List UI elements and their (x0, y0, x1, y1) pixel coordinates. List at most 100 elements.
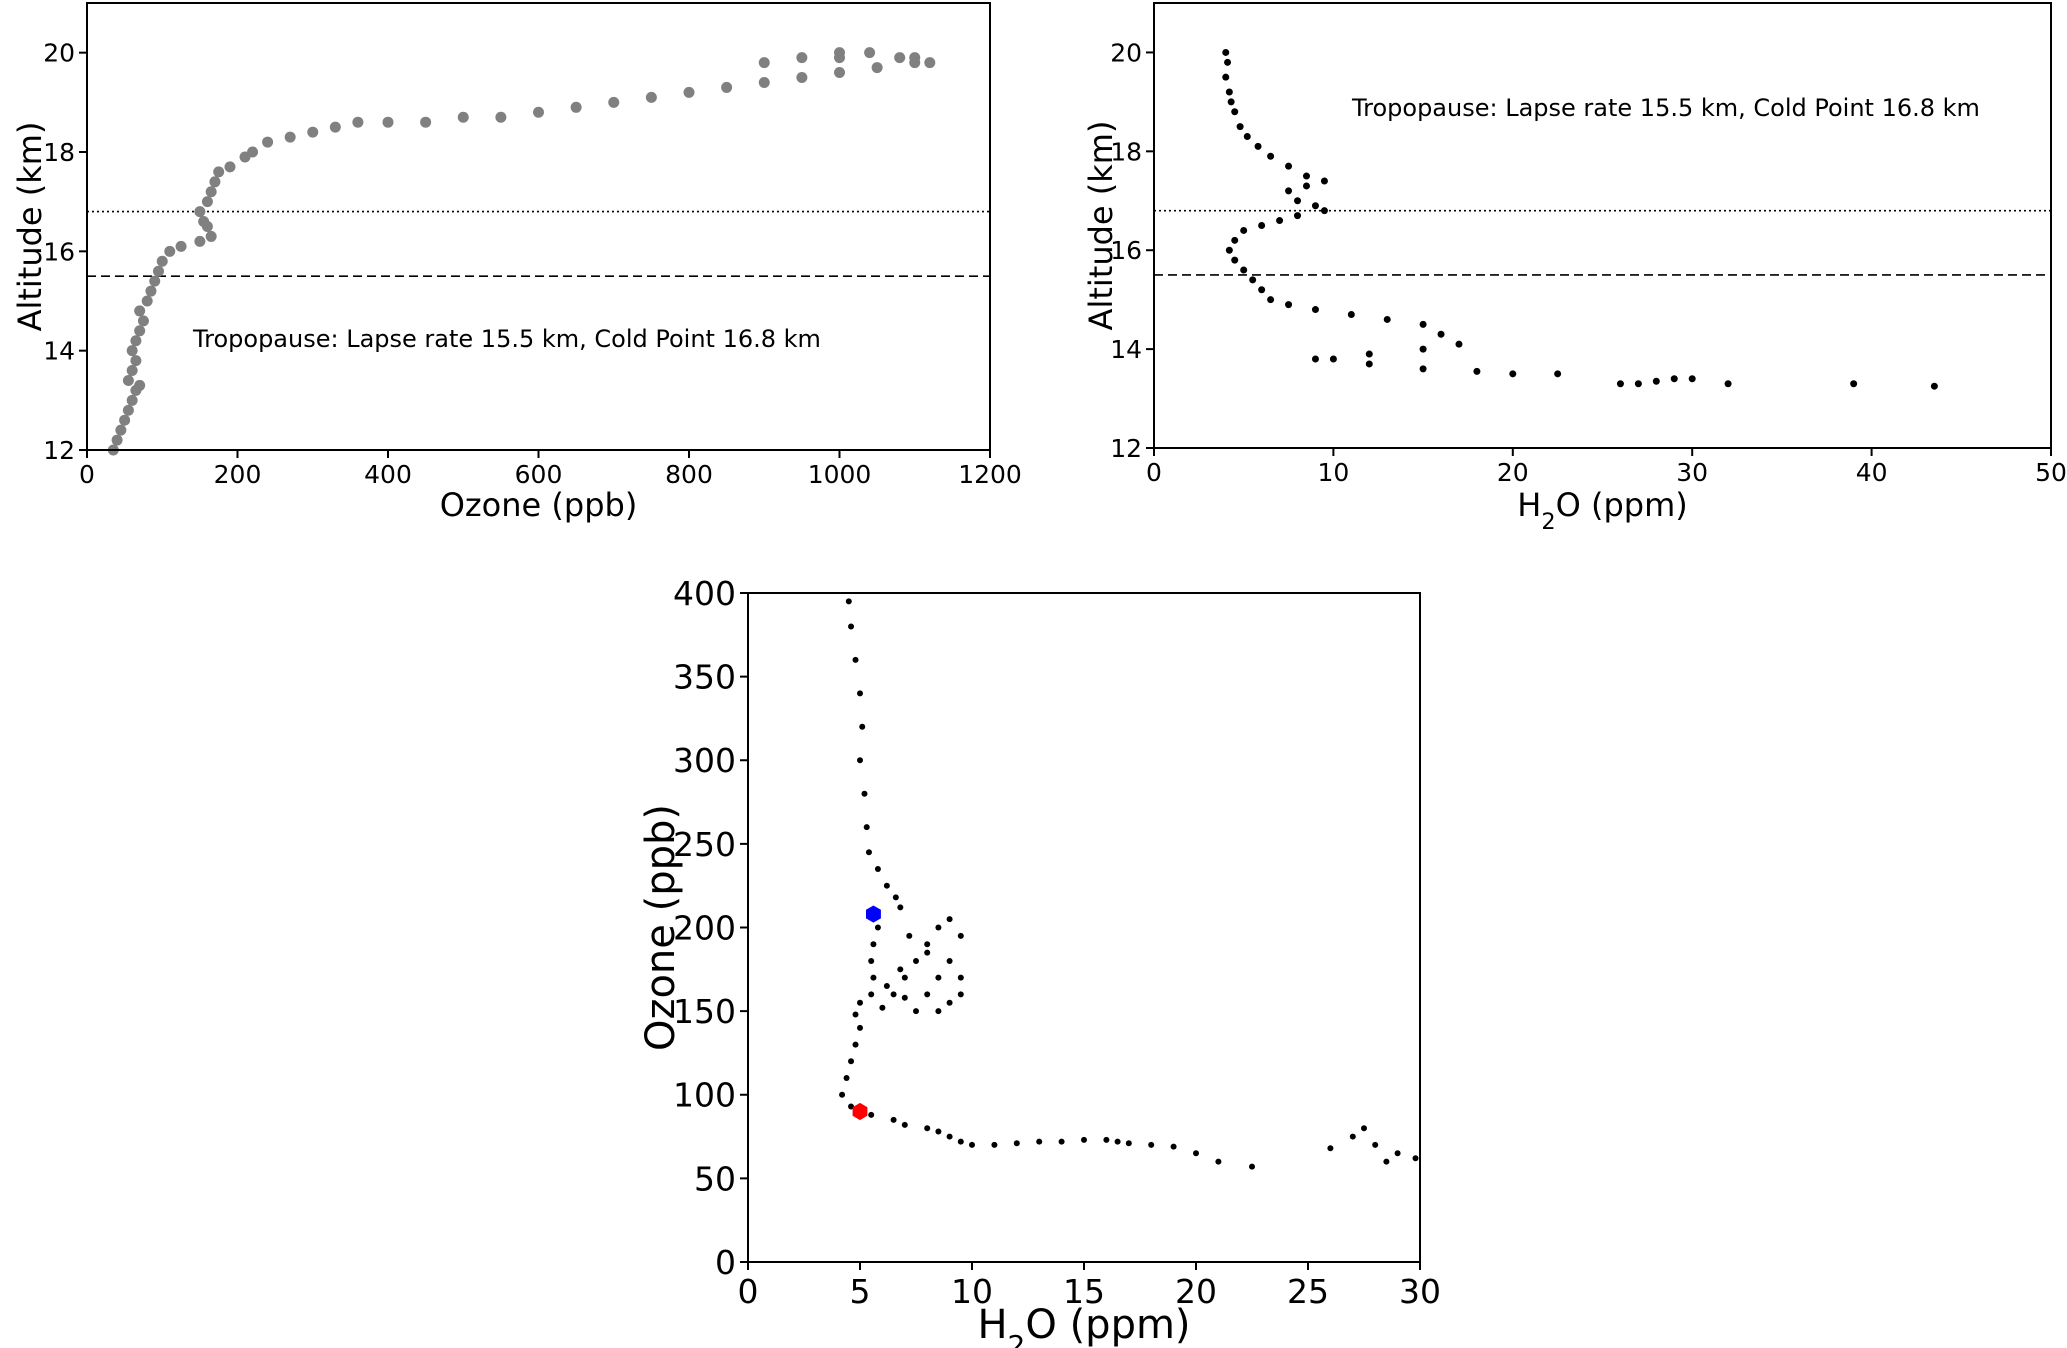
data-point (262, 136, 274, 148)
data-point (1365, 350, 1373, 358)
data-point (533, 106, 544, 118)
y-tick-label: 12 (43, 436, 75, 465)
data-point (1320, 207, 1328, 215)
x-tick-label: 20 (1497, 458, 1529, 487)
data-point (1372, 1141, 1379, 1148)
x-tick-label: 800 (665, 460, 713, 489)
data-point (870, 941, 877, 948)
y-tick-label: 200 (673, 908, 736, 947)
data-point (1148, 1141, 1155, 1148)
data-point (149, 275, 161, 287)
data-point (1249, 276, 1257, 284)
data-point (848, 623, 855, 630)
data-point (935, 1128, 942, 1135)
data-point (868, 991, 875, 998)
data-point (901, 994, 908, 1001)
data-point (1114, 1138, 1121, 1145)
y-tick-label: 300 (673, 741, 736, 780)
data-point (1419, 365, 1427, 373)
data-point (213, 166, 225, 178)
data-point (909, 52, 921, 64)
data-point (883, 983, 890, 990)
data-point (1125, 1140, 1132, 1147)
data-point (897, 904, 904, 911)
x-tick-label: 10 (1317, 458, 1349, 487)
data-point (721, 81, 733, 93)
data-point (874, 924, 881, 931)
x-tick-label: 0 (1146, 458, 1162, 487)
data-point (894, 52, 906, 64)
data-point (879, 1004, 886, 1011)
highlight-point (852, 1102, 868, 1121)
y-axis-label: Ozone (ppb) (638, 804, 684, 1051)
data-point (857, 690, 863, 697)
data-point (864, 47, 876, 59)
data-point (946, 999, 953, 1006)
data-point (1225, 246, 1233, 254)
data-point (946, 916, 953, 923)
data-point (1081, 1136, 1087, 1143)
y-tick-label: 250 (673, 825, 736, 864)
data-point (845, 598, 852, 605)
data-point (843, 1075, 850, 1082)
data-point (1320, 177, 1328, 185)
data-point (946, 1133, 953, 1140)
y-tick-label: 14 (1110, 335, 1142, 364)
data-point (1170, 1143, 1177, 1150)
data-point (122, 404, 134, 416)
x-tick-label: 0 (738, 1272, 759, 1311)
data-point (1231, 108, 1239, 116)
y-tick-label: 18 (1110, 137, 1142, 166)
data-point (969, 1141, 975, 1148)
data-point (130, 335, 142, 347)
data-point (901, 974, 908, 981)
data-point (111, 434, 123, 446)
y-tick-label: 0 (715, 1243, 736, 1282)
data-point (839, 1091, 846, 1098)
data-point (1258, 286, 1266, 294)
data-point (852, 656, 859, 663)
data-point (1225, 88, 1233, 96)
data-point (863, 824, 870, 831)
data-point (1412, 1155, 1419, 1162)
x-tick-label: 400 (364, 460, 412, 489)
data-point (1302, 172, 1310, 180)
data-point (1036, 1138, 1043, 1145)
data-point (1224, 58, 1232, 66)
data-point (1267, 152, 1275, 160)
x-tick-label: 200 (214, 460, 262, 489)
data-point (1347, 311, 1355, 318)
data-point (1227, 98, 1235, 106)
data-point (1349, 1133, 1356, 1140)
plot-frame (747, 592, 1421, 1263)
data-point (1285, 187, 1293, 195)
data-point (868, 1111, 875, 1118)
y-axis-label: Altitude (km) (11, 122, 49, 332)
data-point (205, 186, 217, 198)
data-point (946, 957, 953, 964)
x-tick-label: 5 (850, 1272, 871, 1311)
data-point (857, 999, 863, 1006)
data-point (382, 116, 394, 128)
data-point (834, 67, 845, 79)
data-point (1254, 142, 1262, 150)
data-point (1509, 370, 1517, 378)
data-point (1311, 306, 1319, 314)
data-point (1724, 380, 1732, 388)
highlight-point (866, 905, 881, 923)
data-point (1231, 236, 1239, 244)
h2o-ozone-panel: 0 5 10 15 20 25 30050100150200250300350400H2O … (638, 574, 1441, 1348)
y-tick-label: 100 (673, 1076, 736, 1115)
data-point (201, 196, 213, 208)
data-point (913, 1008, 919, 1015)
data-point (1193, 1150, 1199, 1157)
plot-frame (1153, 2, 2052, 449)
data-point (1285, 162, 1293, 170)
data-point (164, 245, 176, 257)
data-point (683, 86, 695, 98)
x-tick-label: 25 (1287, 1272, 1329, 1311)
data-point (1103, 1136, 1110, 1143)
y-tick-label: 20 (1110, 38, 1142, 67)
data-point (924, 941, 931, 948)
data-point (901, 1121, 908, 1128)
